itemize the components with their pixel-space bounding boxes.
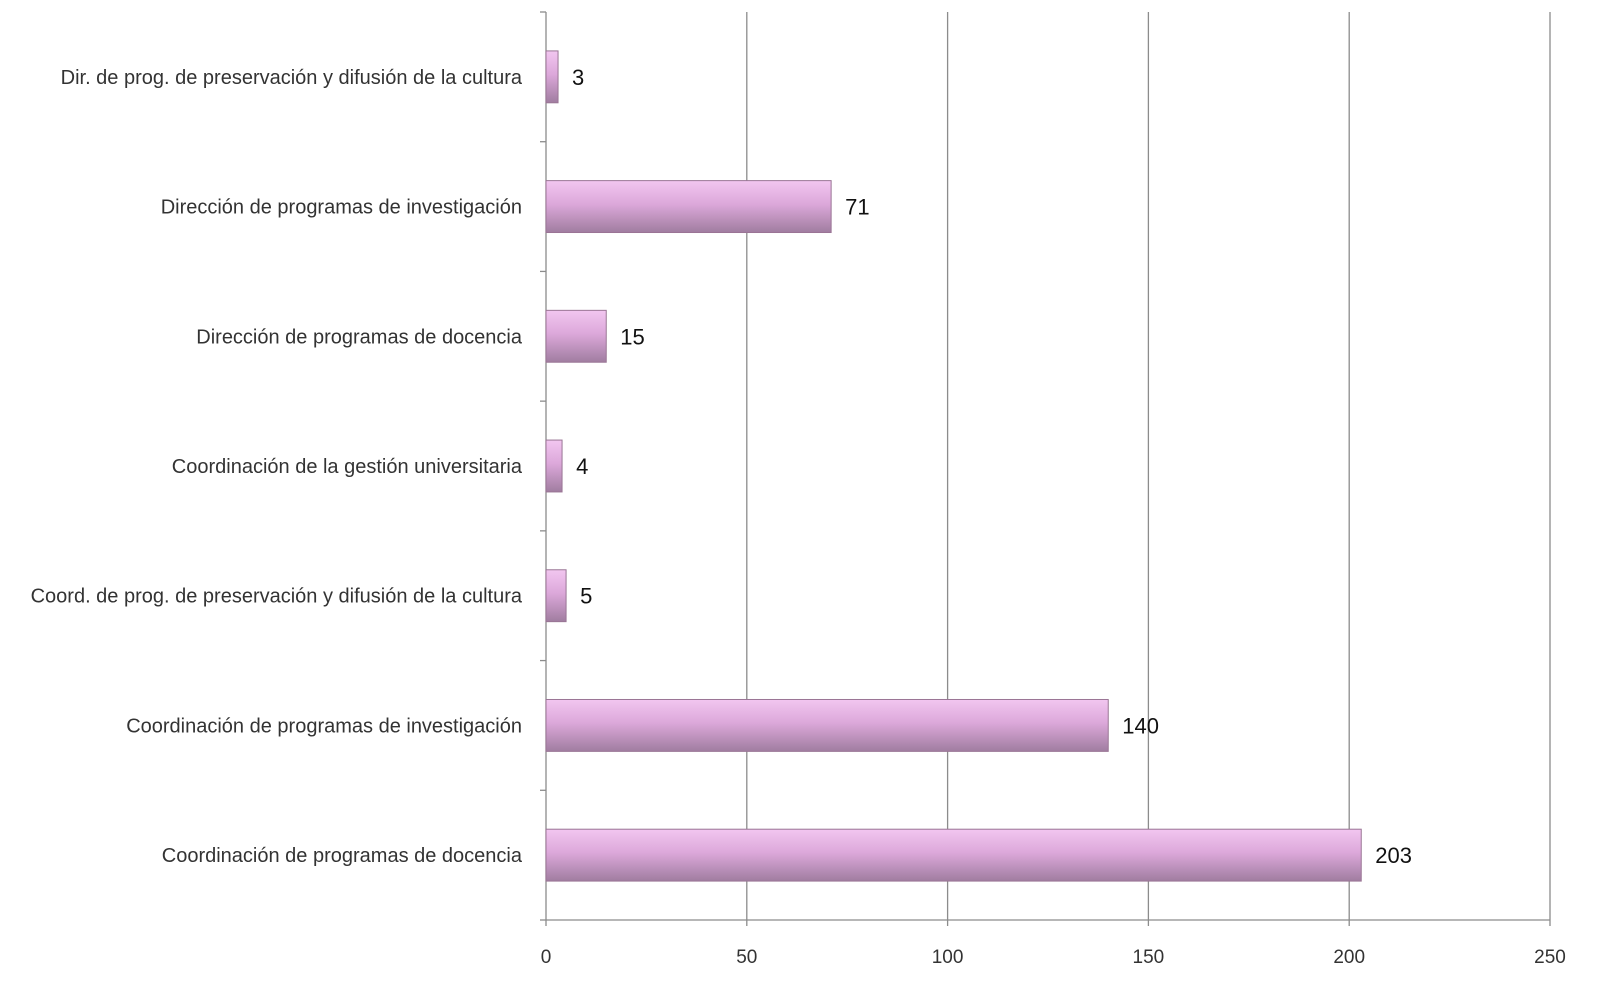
data-label: 140 xyxy=(1122,713,1159,738)
x-tick-label: 0 xyxy=(541,947,552,968)
bar xyxy=(545,50,559,104)
category-label: Dirección de programas de investigación xyxy=(161,197,522,219)
bar xyxy=(545,309,607,363)
category-label: Coord. de prog. de preservación y difusi… xyxy=(31,586,523,608)
category-label: Coordinación de programas de investigaci… xyxy=(126,715,522,737)
category-label: Coordinación de programas de docencia xyxy=(162,845,523,867)
bar xyxy=(545,180,832,234)
category-label: Dir. de prog. de preservación y difusión… xyxy=(61,67,523,89)
x-tick-label: 100 xyxy=(932,947,964,968)
data-label: 3 xyxy=(572,65,584,90)
x-tick-label: 200 xyxy=(1333,947,1365,968)
data-label: 15 xyxy=(620,324,644,349)
bar xyxy=(545,569,567,623)
data-label: 4 xyxy=(576,454,588,479)
x-tick-label: 250 xyxy=(1534,947,1566,968)
bar xyxy=(545,439,563,493)
category-label: Coordinación de la gestión universitaria xyxy=(172,456,523,478)
axes xyxy=(540,11,1551,926)
x-tick-label: 50 xyxy=(736,947,757,968)
data-label: 5 xyxy=(580,584,592,609)
bar xyxy=(545,828,1362,882)
bars xyxy=(545,50,1362,882)
data-label: 203 xyxy=(1375,843,1412,868)
category-label: Dirección de programas de docencia xyxy=(196,326,523,348)
bar xyxy=(545,698,1109,752)
data-label: 71 xyxy=(845,195,869,220)
gridlines xyxy=(746,12,1551,920)
x-tick-label: 150 xyxy=(1133,947,1165,968)
labels: 0 50 100 150 200 250 Dir. de prog. de preserva… xyxy=(31,65,1566,968)
